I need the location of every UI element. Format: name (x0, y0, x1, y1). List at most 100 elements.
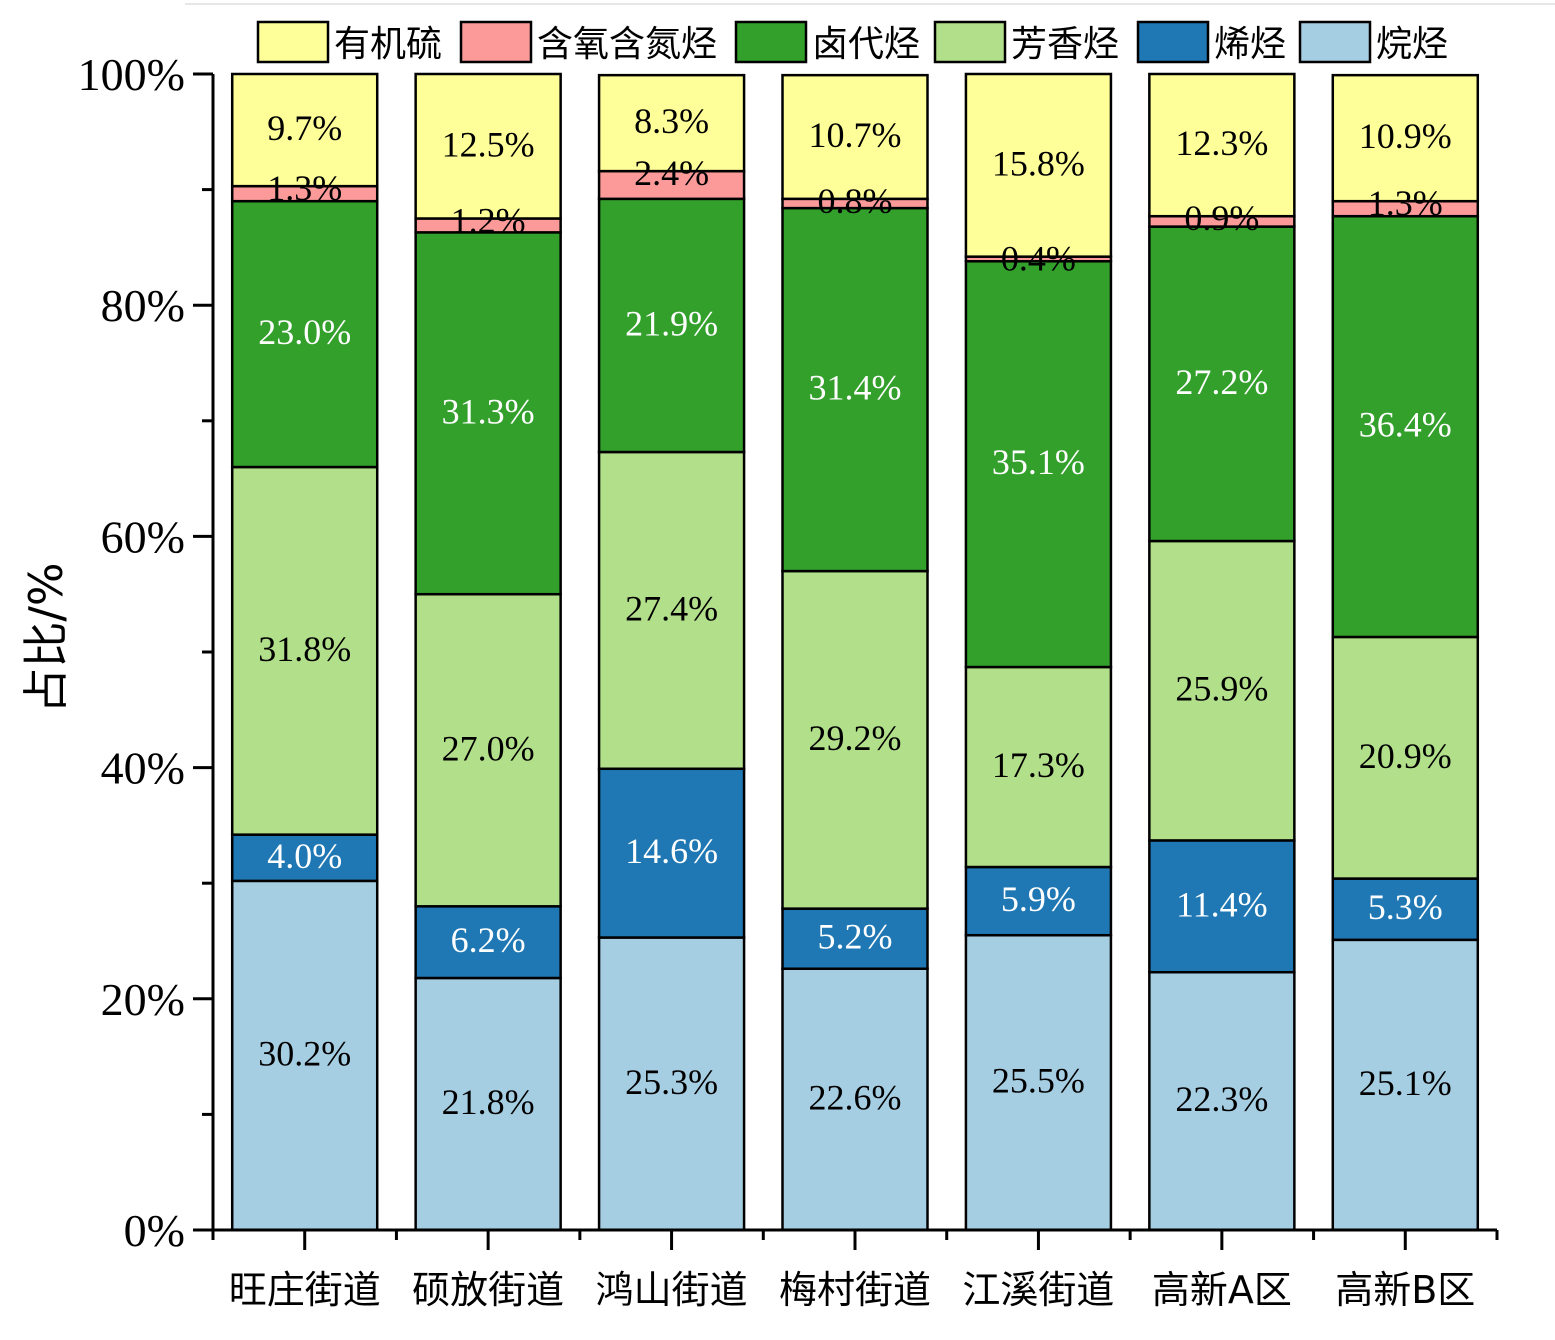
bar-segment (597, 450, 746, 771)
bar-segment (781, 206, 929, 573)
bar-segment (230, 199, 379, 469)
bar-segment (1148, 839, 1296, 974)
y-tick-label: 0% (124, 1205, 185, 1256)
bar-segment (414, 592, 562, 908)
x-tick-label: 硕放街道 (412, 1268, 564, 1312)
bar-segment (230, 72, 379, 188)
bar-segment (964, 933, 1113, 1232)
data-label: 22.6% (809, 1077, 902, 1117)
legend-label: 卤代烃 (812, 24, 920, 65)
bar-segment (781, 73, 929, 201)
bar-segment (597, 197, 746, 454)
bar-segment (230, 833, 379, 883)
data-label: 9.7% (267, 108, 342, 148)
bars-group (230, 72, 1480, 1232)
data-label: 31.4% (809, 368, 902, 408)
data-label: 0.4% (1001, 239, 1076, 279)
legend: 有机硫 含氧含氮烃 卤代烃 芳香烃 烯烃 烷烃 (256, 20, 1448, 65)
data-label: 27.4% (625, 588, 718, 628)
bar-segment (597, 73, 746, 173)
legend-swatch (459, 20, 533, 64)
bar-segment (414, 72, 562, 220)
x-tick-label: 鸿山街道 (596, 1268, 748, 1312)
data-label: 12.5% (442, 124, 535, 164)
legend-swatch (1136, 20, 1210, 64)
data-label: 14.6% (625, 831, 718, 871)
y-tick-label: 40% (101, 743, 185, 794)
data-label: 1.3% (267, 168, 342, 208)
bar-segment (781, 569, 929, 910)
data-label: 4.0% (267, 836, 342, 876)
bar-segment (597, 169, 746, 201)
data-label: 25.9% (1175, 669, 1268, 709)
data-label: 5.2% (818, 917, 893, 957)
bar-segment (1331, 938, 1480, 1232)
legend-label: 烯烃 (1214, 24, 1286, 65)
bar-segment (1148, 539, 1296, 842)
y-tick-label: 100% (78, 49, 185, 100)
data-label: 6.2% (451, 920, 526, 960)
data-label: 31.3% (442, 391, 535, 431)
data-label: 8.3% (634, 101, 709, 141)
y-tick-label: 80% (101, 280, 185, 331)
data-label: 0.8% (818, 181, 893, 221)
data-label: 25.1% (1359, 1063, 1452, 1103)
data-label: 25.3% (625, 1062, 718, 1102)
bar-segment (1148, 970, 1296, 1232)
legend-swatch (1298, 20, 1372, 64)
x-tick-label: 江溪街道 (962, 1268, 1114, 1312)
data-label: 29.2% (809, 718, 902, 758)
x-tick-label: 旺庄街道 (229, 1268, 381, 1312)
y-tick-label: 20% (101, 974, 185, 1025)
data-label: 22.3% (1175, 1079, 1268, 1119)
bar-segment (414, 905, 562, 980)
bar-segment (1331, 73, 1480, 203)
data-label: 30.2% (258, 1033, 351, 1073)
data-label: 5.9% (1001, 879, 1076, 919)
data-label: 20.9% (1359, 736, 1452, 776)
data-label: 10.7% (809, 115, 902, 155)
data-label: 15.8% (992, 143, 1085, 183)
data-label: 11.4% (1176, 884, 1268, 924)
bar-segment (1331, 635, 1480, 880)
y-axis-title: 占比/% (19, 562, 73, 713)
bar-segment (781, 907, 929, 970)
data-label: 35.1% (992, 442, 1085, 482)
bar-segment (1148, 72, 1296, 218)
bar-segment (414, 231, 562, 596)
data-label: 36.4% (1359, 405, 1452, 445)
data-label: 21.8% (442, 1082, 535, 1122)
bar-segment (964, 260, 1113, 669)
data-label: 10.9% (1359, 116, 1452, 156)
axes-group: 0%20%40%60%80%100%旺庄街道 硕放街道 鸿山街道 梅村街道 江溪街道 高新… (78, 49, 1499, 1312)
bar-segment (781, 967, 929, 1232)
data-label: 23.0% (258, 312, 351, 352)
data-label: 1.3% (1368, 183, 1443, 223)
bar-segment (1148, 225, 1296, 543)
data-label: 27.2% (1175, 362, 1268, 402)
legend-label: 含氧含氮烃 (537, 24, 717, 65)
y-tick-label: 60% (101, 511, 185, 562)
data-label: 12.3% (1175, 123, 1268, 163)
data-label: 17.3% (992, 745, 1085, 785)
data-label: 31.8% (258, 629, 351, 669)
bar-segment (597, 767, 746, 939)
bar-segment (964, 72, 1113, 258)
x-tick-label: 高新B区 (1335, 1268, 1475, 1312)
x-tick-label: 高新A区 (1152, 1268, 1292, 1312)
legend-swatch (256, 20, 330, 64)
legend-swatch (734, 20, 808, 64)
data-label: 5.3% (1368, 887, 1443, 927)
data-label: 21.9% (625, 303, 718, 343)
legend-label: 有机硫 (334, 24, 442, 65)
bar-segment (964, 665, 1113, 869)
bar-labels-group: 30.2% 4.0% 31.8% 23.0% 1.3% 9.7% 21.8% 6.2% 27.0… (258, 101, 1452, 1122)
legend-swatch (933, 20, 1007, 64)
legend-label: 烷烃 (1376, 24, 1448, 65)
data-label: 1.2% (451, 201, 526, 241)
x-tick-label: 梅村街道 (779, 1268, 931, 1312)
data-label: 2.4% (634, 153, 709, 193)
data-label: 25.5% (992, 1061, 1085, 1101)
